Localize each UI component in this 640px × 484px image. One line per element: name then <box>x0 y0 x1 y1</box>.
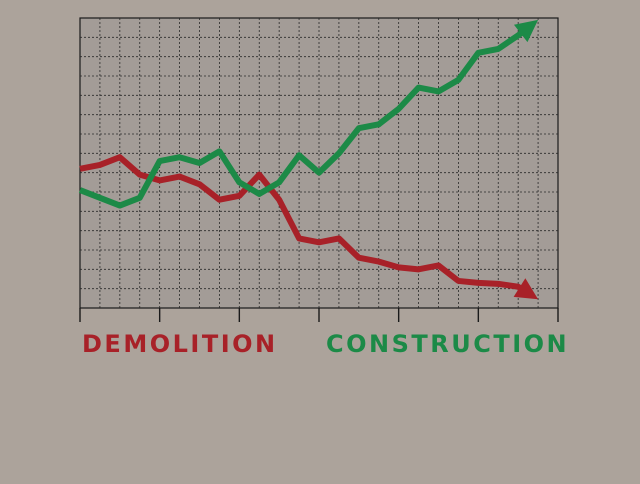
legend-construction: CONSTRUCTION <box>326 329 569 359</box>
x-axis-ticks <box>80 308 558 322</box>
legend-demolition: DEMOLITION <box>82 329 278 359</box>
